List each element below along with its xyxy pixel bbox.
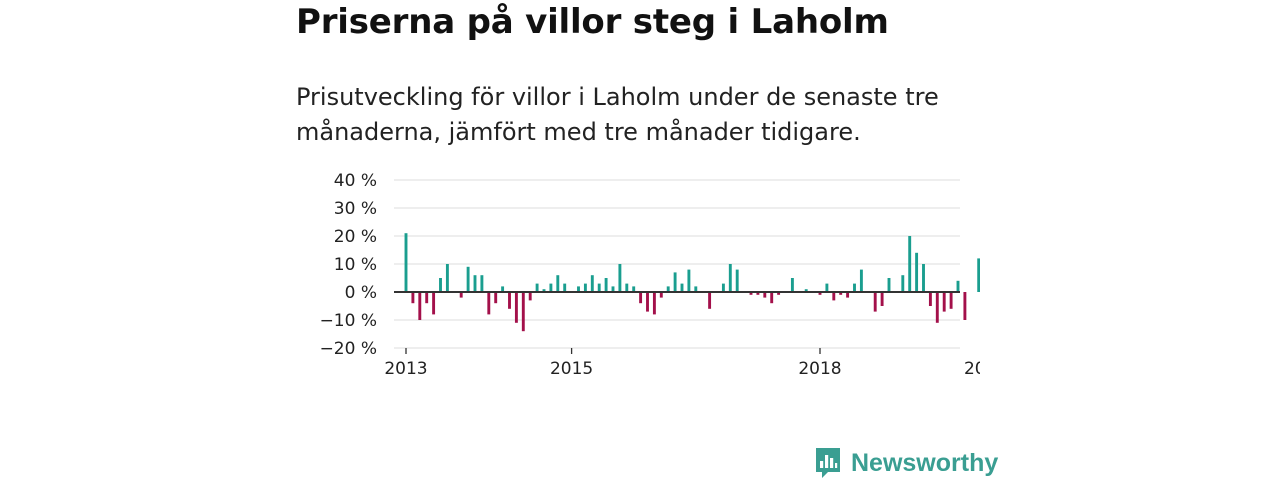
bar bbox=[853, 283, 856, 292]
bar bbox=[680, 283, 684, 292]
bar bbox=[846, 292, 850, 298]
x-tick-label: 2020 bbox=[964, 359, 980, 379]
brand-logo[interactable]: Newsworthy bbox=[814, 446, 998, 480]
bar bbox=[501, 286, 505, 292]
bar bbox=[770, 292, 774, 304]
bar bbox=[694, 286, 698, 292]
bar bbox=[577, 286, 580, 292]
bar bbox=[749, 292, 753, 295]
newsworthy-logo-icon bbox=[816, 448, 840, 478]
bar bbox=[942, 292, 946, 312]
bar bbox=[411, 292, 415, 304]
bar bbox=[735, 269, 739, 292]
bar bbox=[825, 283, 829, 292]
bar bbox=[880, 292, 884, 306]
bar bbox=[777, 292, 781, 295]
y-tick-label: 20 % bbox=[334, 227, 377, 247]
bar bbox=[839, 292, 843, 295]
x-axis: 201320152018202020232025 bbox=[384, 348, 980, 379]
bar bbox=[418, 292, 422, 320]
bar bbox=[404, 233, 408, 292]
bar bbox=[728, 264, 732, 292]
bar bbox=[928, 292, 932, 306]
chart-title: Priserna på villor steg i Laholm bbox=[296, 2, 889, 42]
bar bbox=[611, 286, 615, 292]
bar bbox=[459, 292, 463, 298]
bar bbox=[908, 236, 912, 292]
bar bbox=[963, 292, 967, 320]
bar bbox=[804, 289, 808, 292]
bar bbox=[687, 269, 691, 292]
bar bbox=[425, 292, 429, 304]
bar bbox=[915, 252, 919, 292]
bar bbox=[873, 292, 877, 312]
bar bbox=[646, 292, 649, 312]
bar bbox=[597, 283, 601, 292]
x-tick-label: 2018 bbox=[798, 359, 841, 379]
bar bbox=[487, 292, 491, 315]
bar bbox=[556, 275, 560, 292]
bar bbox=[583, 283, 587, 292]
bar bbox=[542, 289, 546, 292]
x-tick-label: 2013 bbox=[384, 359, 427, 379]
bar bbox=[652, 292, 656, 315]
chart-subtitle: Prisutveckling för villor i Laholm under… bbox=[296, 83, 939, 146]
bar bbox=[659, 292, 663, 298]
bar bbox=[721, 283, 725, 292]
bar bbox=[549, 283, 553, 292]
x-tick-label: 2015 bbox=[550, 359, 593, 379]
bar bbox=[432, 292, 436, 315]
bar bbox=[466, 266, 470, 292]
bar bbox=[949, 292, 953, 309]
bar bbox=[935, 292, 939, 323]
bar bbox=[618, 264, 622, 292]
bar bbox=[439, 278, 442, 292]
bar bbox=[445, 264, 449, 292]
bar bbox=[563, 283, 567, 292]
bar bbox=[494, 292, 498, 304]
bar bbox=[673, 272, 677, 292]
bar bbox=[480, 275, 484, 292]
grid-lines bbox=[394, 179, 960, 349]
y-tick-label: −10 % bbox=[320, 311, 377, 331]
bar bbox=[977, 258, 980, 292]
bar bbox=[922, 264, 925, 292]
y-tick-label: 30 % bbox=[334, 199, 377, 219]
bar bbox=[887, 278, 891, 292]
bar bbox=[604, 278, 608, 292]
bar bbox=[639, 292, 643, 304]
bar bbox=[790, 278, 794, 292]
bar bbox=[508, 292, 511, 309]
y-tick-label: 10 % bbox=[334, 255, 377, 275]
bar bbox=[956, 280, 960, 292]
bar bbox=[859, 269, 863, 292]
bar bbox=[666, 286, 670, 292]
y-axis-labels: 40 % 30 % 20 % 10 % 0 % −10 % −20 % bbox=[320, 171, 377, 359]
bar bbox=[514, 292, 518, 323]
bar bbox=[756, 292, 760, 295]
bar bbox=[625, 283, 629, 292]
y-tick-label: −20 % bbox=[320, 339, 377, 359]
bar bbox=[708, 292, 712, 309]
bar bbox=[901, 275, 905, 292]
bar-chart: 40 % 30 % 20 % 10 % 0 % −10 % −20 % 2013 2015 20… bbox=[320, 171, 980, 379]
bar bbox=[632, 286, 636, 292]
bar bbox=[763, 292, 767, 298]
bar bbox=[473, 275, 477, 292]
bar bbox=[528, 292, 532, 301]
bar bbox=[832, 292, 836, 301]
bar bbox=[521, 292, 525, 332]
y-tick-label: 0 % bbox=[345, 283, 377, 303]
bars bbox=[404, 233, 980, 332]
brand-name: Newsworthy bbox=[851, 448, 999, 477]
bar bbox=[818, 292, 822, 295]
y-tick-label: 40 % bbox=[334, 171, 377, 191]
bar bbox=[535, 283, 539, 292]
bar bbox=[590, 275, 594, 292]
